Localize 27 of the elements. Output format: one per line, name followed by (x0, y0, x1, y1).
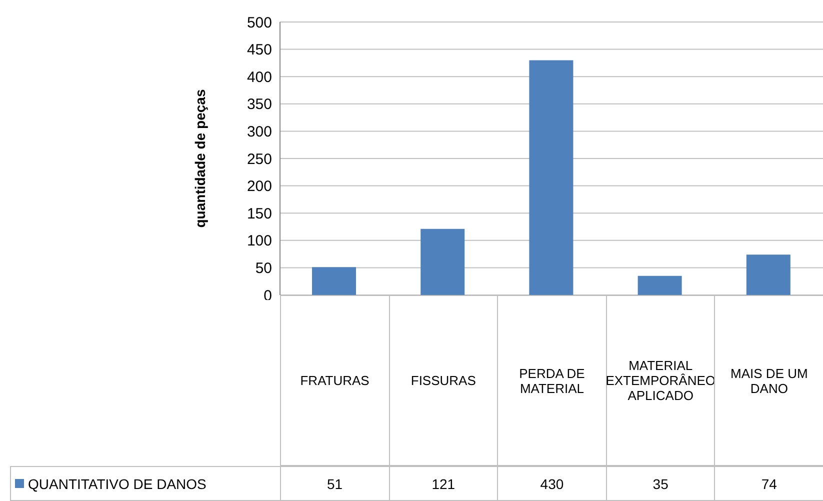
y-tick-label: 300 (246, 124, 272, 141)
y-tick-label: 400 (246, 68, 272, 86)
y-tick-label: 150 (246, 205, 272, 222)
y-tick-label: 500 (246, 14, 272, 32)
bar (312, 267, 356, 295)
x-tick-label: PERDA DE MATERIAL (497, 295, 607, 466)
y-tick-label: 200 (246, 178, 272, 196)
legend-label: QUANTITATIVO DE DANOS (10, 466, 281, 501)
bar (746, 254, 790, 295)
y-tick-label: 50 (255, 260, 272, 278)
bar (420, 228, 465, 295)
data-label: 430 (497, 466, 607, 501)
x-tick-label: FRATURAS (280, 295, 390, 466)
y-axis-title: quantidade de peças (192, 89, 208, 228)
y-tick-label: 450 (246, 42, 272, 59)
x-tick-label: MAIS DE UM DANO (714, 295, 823, 466)
data-label: 51 (280, 466, 390, 501)
data-label: 35 (606, 466, 716, 501)
y-tick-label: 350 (246, 96, 272, 114)
x-tick-label: FISSURAS (388, 295, 498, 466)
y-tick-label: 100 (246, 232, 272, 250)
x-tick-label: MATERIAL EXTEMPORÂNEO APLICADO (606, 295, 716, 466)
data-label: 74 (714, 466, 823, 501)
data-label: 121 (388, 466, 498, 501)
bar (529, 60, 574, 295)
bar (638, 276, 682, 295)
y-tick-label: 250 (246, 150, 272, 168)
